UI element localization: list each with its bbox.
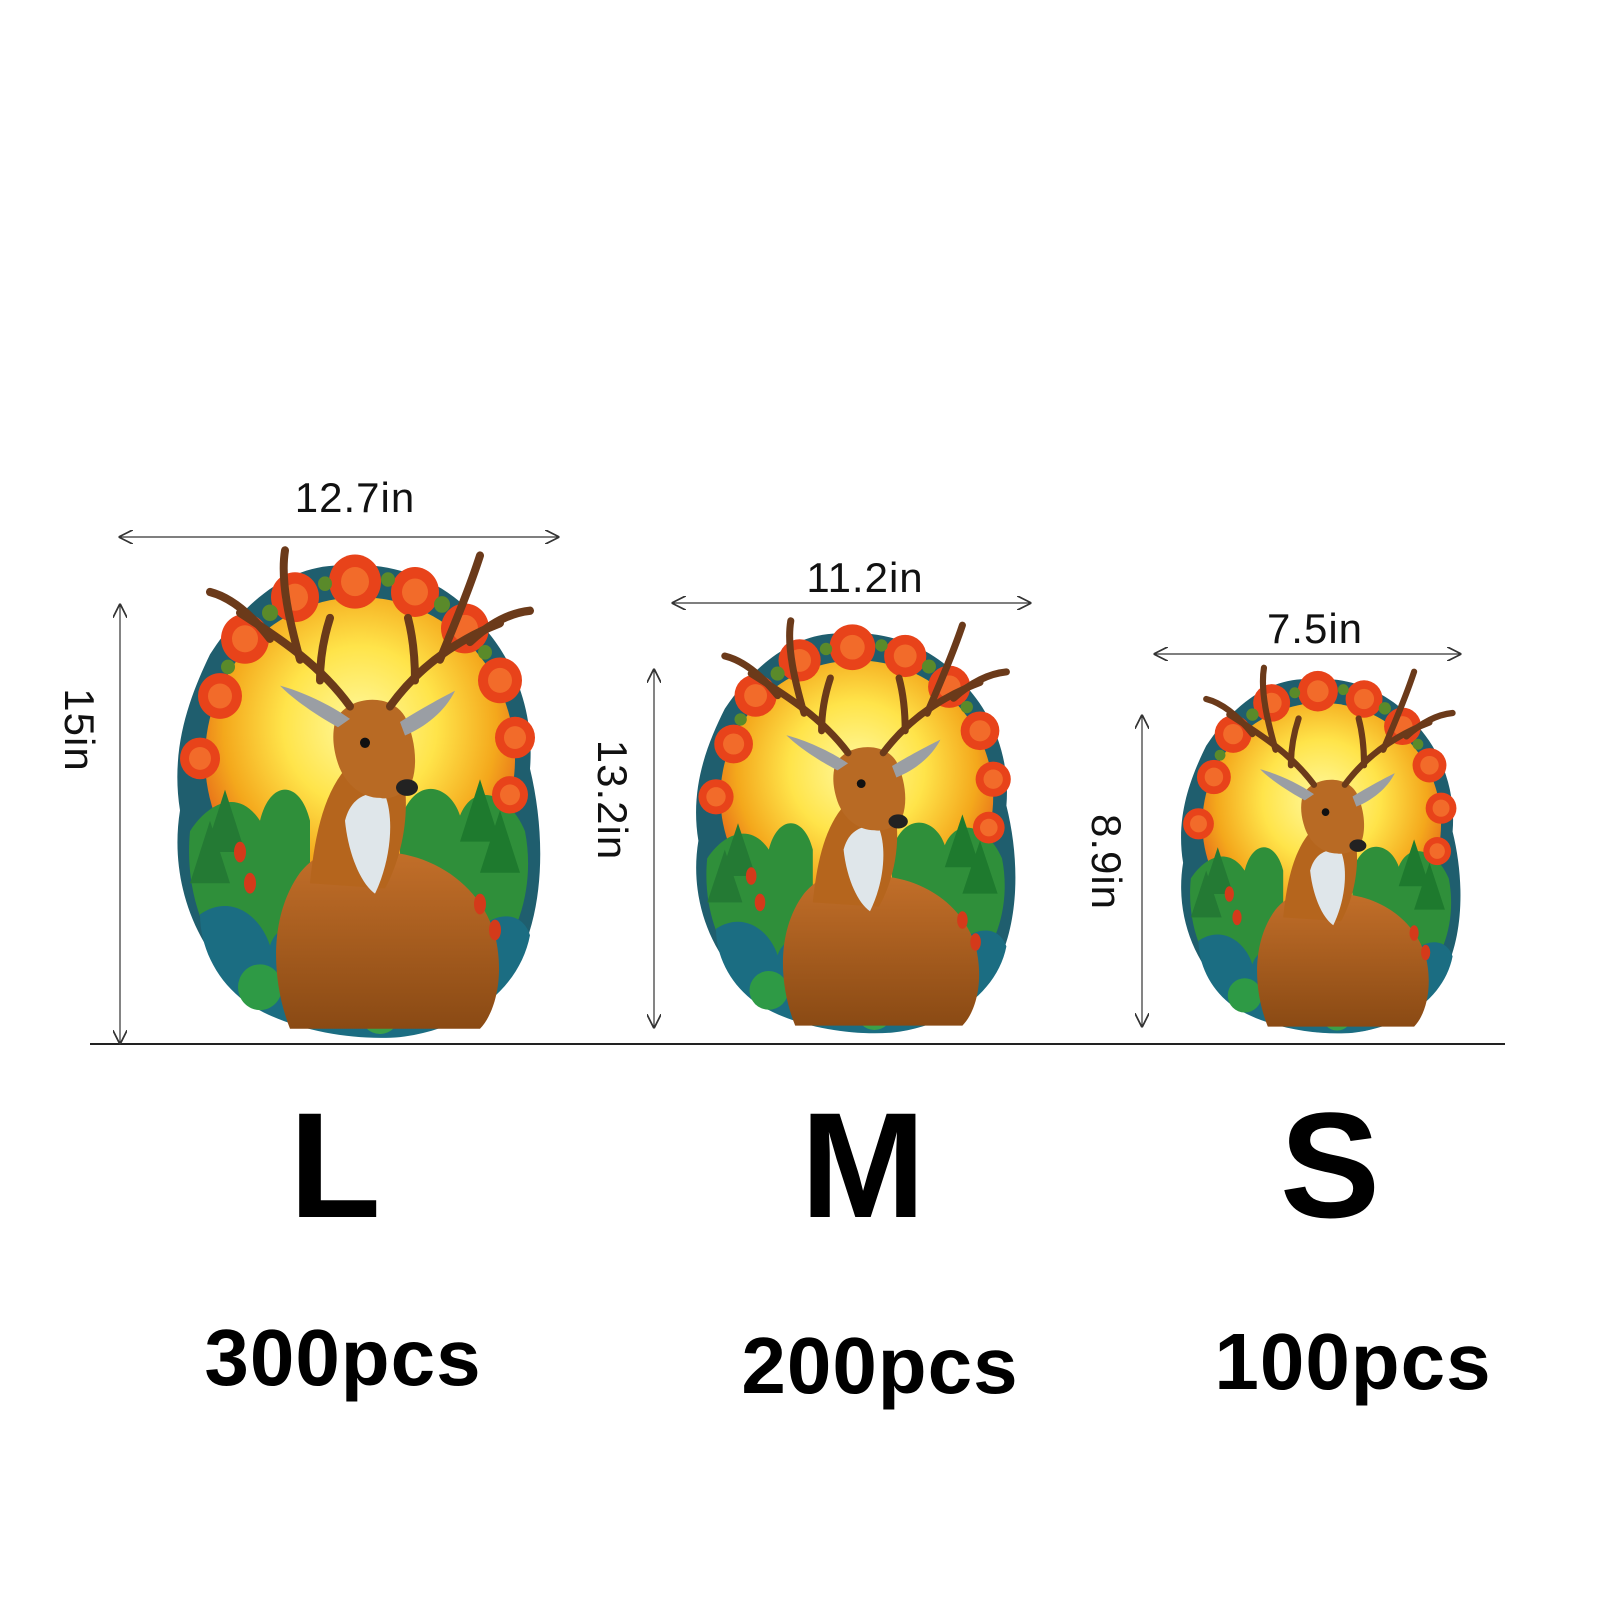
piece-count-medium: 200pcs [741, 1321, 1019, 1410]
size-letter-small: S [1279, 1081, 1381, 1249]
puzzle-image-medium [696, 621, 1015, 1033]
puzzle-image-small [1181, 668, 1460, 1034]
piece-count-small: 100pcs [1214, 1317, 1492, 1406]
height-label-large: 15in [56, 688, 103, 771]
size-letter-medium: M [800, 1081, 926, 1249]
size-letter-large: L [289, 1081, 381, 1249]
height-label-small: 8.9in [1083, 814, 1130, 910]
width-label-small: 7.5in [1267, 605, 1363, 652]
piece-count-large: 300pcs [204, 1313, 482, 1402]
width-label-large: 12.7in [295, 474, 415, 521]
height-label-medium: 13.2in [589, 740, 636, 860]
puzzle-image-large [177, 550, 540, 1037]
width-label-medium: 11.2in [806, 554, 923, 601]
